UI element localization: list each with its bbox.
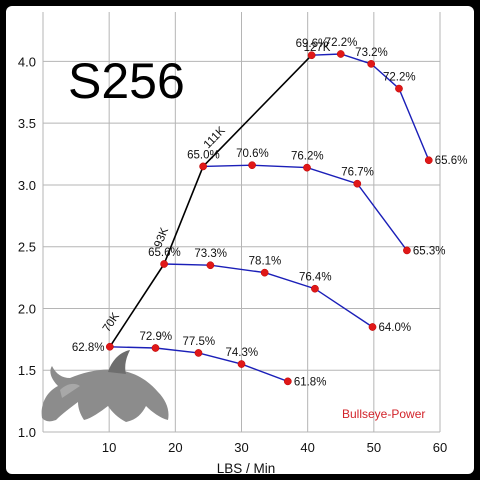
surge-line-segment — [202, 54, 313, 167]
x-tick-label: 20 — [168, 440, 182, 455]
surge-line-segment — [163, 166, 204, 265]
data-point — [283, 377, 292, 386]
data-label: 72.2% — [325, 37, 358, 49]
data-label: 69.6% — [296, 38, 329, 50]
data-point — [237, 360, 246, 368]
data-point — [424, 156, 433, 165]
chart-title: S256 — [68, 53, 185, 109]
data-label: 73.3% — [194, 248, 227, 260]
data-point — [403, 246, 411, 255]
x-axis-title: LBS / Min — [217, 461, 276, 476]
x-tick-label: 60 — [433, 440, 447, 455]
y-tick-label: 2.0 — [18, 301, 36, 316]
data-point — [395, 84, 403, 93]
data-label: 62.8% — [72, 342, 105, 354]
x-tick-label: 30 — [234, 440, 248, 455]
efficiency-series: 62.8% 72.9% 77.5% 74.3% 61.8% 65.6% 73.3% 78.1%… — [72, 37, 468, 388]
data-label: 73.2% — [355, 47, 388, 59]
y-tick-label: 2.5 — [18, 240, 36, 255]
data-point — [199, 162, 207, 171]
data-label: 72.2% — [383, 72, 416, 84]
data-label: 65.0% — [187, 149, 220, 161]
data-point — [260, 268, 269, 277]
y-tick-label: 3.5 — [18, 116, 36, 131]
data-point — [160, 260, 168, 268]
data-label: 61.8% — [294, 376, 327, 388]
data-label: 76.4% — [299, 272, 332, 284]
grid — [42, 12, 441, 433]
data-point — [353, 179, 362, 188]
data-point — [303, 163, 311, 172]
y-tick-labels: 1.0 1.5 2.0 2.5 3.0 3.5 4.0 — [18, 54, 36, 440]
watermark: Bullseye-Power — [342, 407, 425, 421]
data-label: 65.3% — [413, 245, 446, 257]
data-point — [368, 323, 377, 331]
data-point — [367, 60, 376, 68]
y-tick-label: 1.5 — [18, 363, 36, 378]
speed-label: 127K — [304, 42, 331, 54]
data-point — [311, 284, 319, 293]
data-point — [151, 344, 160, 352]
data-label: 64.0% — [379, 322, 412, 334]
data-label: 76.7% — [341, 167, 374, 179]
data-label: 72.9% — [139, 331, 172, 343]
data-point — [307, 51, 316, 60]
data-label: 65.6% — [148, 247, 181, 259]
data-point — [105, 342, 114, 351]
data-point — [194, 349, 203, 357]
data-label: 78.1% — [249, 256, 282, 268]
data-point — [336, 50, 345, 58]
surge-line-segment — [109, 263, 165, 348]
x-tick-labels: 10 20 30 40 50 60 — [102, 440, 447, 455]
data-label: 76.2% — [291, 151, 324, 163]
x-tick-label: 10 — [102, 440, 116, 455]
y-tick-label: 4.0 — [18, 54, 36, 69]
y-tick-label: 1.0 — [18, 425, 36, 440]
data-label: 65.6% — [435, 155, 468, 167]
y-tick-label: 3.0 — [18, 178, 36, 193]
data-label: 74.3% — [226, 347, 259, 359]
data-point — [206, 261, 215, 270]
data-label: 70.6% — [236, 148, 269, 160]
x-tick-label: 50 — [367, 440, 381, 455]
data-label: 77.5% — [182, 336, 215, 348]
x-tick-label: 40 — [300, 440, 314, 455]
data-point — [248, 161, 256, 170]
bull-logo-icon — [41, 350, 169, 422]
